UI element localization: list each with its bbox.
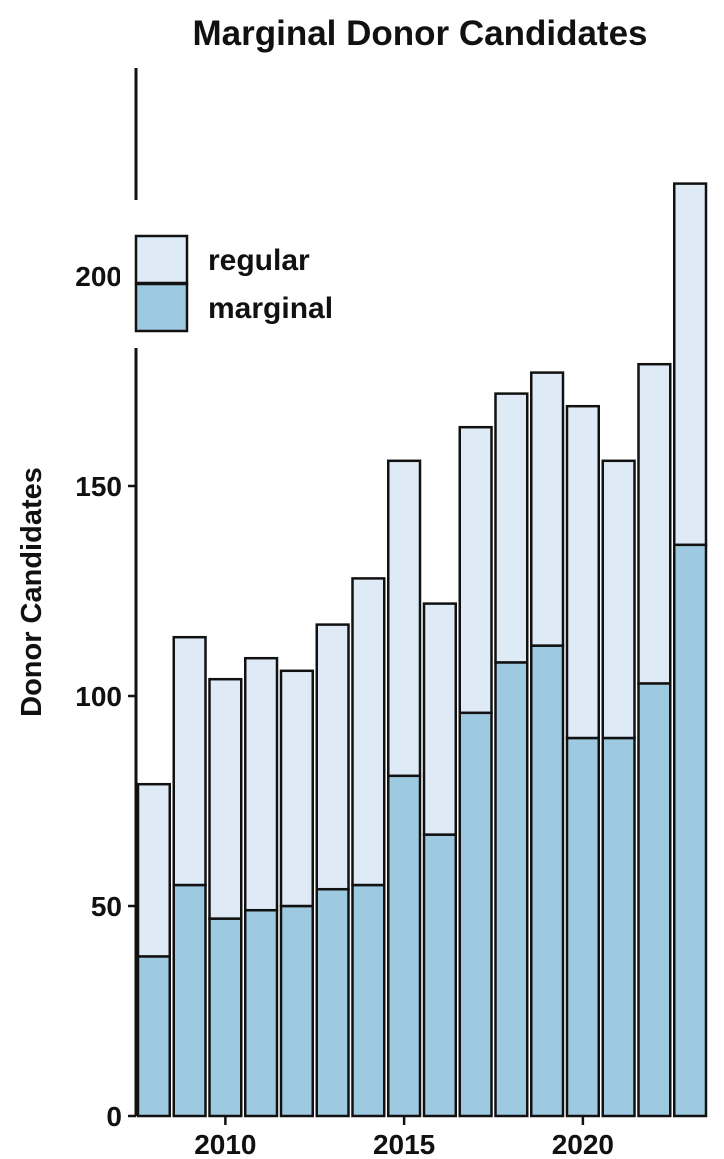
bars-layer	[136, 182, 708, 1118]
bar-marginal-2023	[673, 543, 708, 1118]
bar-marginal-2020	[565, 736, 600, 1118]
bar-regular-2008	[136, 782, 171, 958]
bar-marginal-2018	[494, 661, 529, 1118]
y-tick-label-150: 150	[75, 471, 122, 502]
chart-title: Marginal Donor Candidates	[192, 14, 647, 53]
legend-label-regular: regular	[208, 244, 310, 277]
y-axis-label: Donor Candidates	[16, 467, 48, 717]
bar-marginal-2011	[244, 908, 279, 1118]
y-tick-label-200: 200	[75, 261, 122, 292]
legend-label-marginal: marginal	[208, 292, 333, 325]
x-tick-label-2015: 2015	[373, 1129, 435, 1159]
bar-marginal-2010	[208, 917, 243, 1118]
bar-marginal-2008	[136, 955, 171, 1118]
bar-marginal-2013	[315, 887, 350, 1118]
y-ticks: 0 50 100 150 200	[75, 261, 136, 1132]
bar-regular-2022	[637, 362, 672, 685]
bar-marginal-2016	[422, 833, 457, 1118]
bar-regular-2014	[351, 577, 386, 887]
bar-regular-2009	[172, 635, 207, 887]
y-tick-label-100: 100	[75, 681, 122, 712]
bar-marginal-2019	[530, 644, 565, 1118]
x-ticks: 2010 2015 2020	[194, 1116, 614, 1159]
bar-regular-2017	[458, 425, 493, 715]
bar-regular-2015	[387, 459, 422, 778]
y-tick-label-50: 50	[91, 891, 122, 922]
bar-marginal-2021	[601, 736, 636, 1118]
bar-regular-2023	[673, 182, 708, 547]
bar-regular-2019	[530, 371, 565, 647]
bar-regular-2016	[422, 602, 457, 836]
bar-regular-2021	[601, 459, 636, 740]
x-tick-label-2010: 2010	[194, 1129, 256, 1159]
bar-marginal-2022	[637, 682, 672, 1118]
x-tick-label-2020: 2020	[552, 1129, 614, 1159]
bar-marginal-2014	[351, 883, 386, 1118]
bar-marginal-2017	[458, 711, 493, 1118]
bar-regular-2012	[279, 669, 314, 908]
bar-marginal-2012	[279, 904, 314, 1118]
bar-regular-2018	[494, 392, 529, 664]
legend: regular marginal	[120, 200, 390, 348]
y-tick-label-0: 0	[106, 1101, 122, 1132]
bar-marginal-2015	[387, 774, 422, 1118]
bar-regular-2020	[565, 404, 600, 740]
legend-key-marginal	[134, 282, 189, 333]
legend-key-regular	[134, 234, 189, 285]
bar-regular-2011	[244, 656, 279, 912]
bar-regular-2010	[208, 677, 243, 920]
bar-marginal-2009	[172, 883, 207, 1118]
bar-regular-2013	[315, 623, 350, 891]
